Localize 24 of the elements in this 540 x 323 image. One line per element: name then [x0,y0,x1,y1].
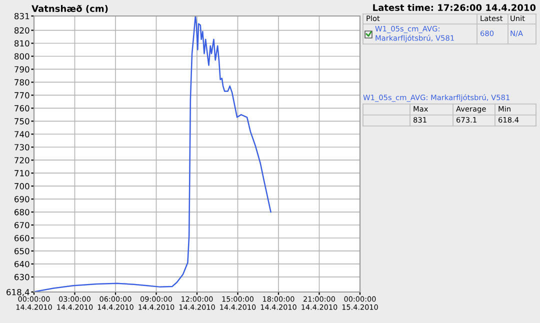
y-tick-label: 730 [14,144,30,150]
y-tick-label: 750 [14,118,30,124]
y-tick-label: 710 [14,170,30,176]
y-tick-label: 630 [14,274,30,280]
text: Latest time: 17:26:00 14.4.2010 [373,4,536,11]
y-tick-label: 770 [14,92,30,98]
y-tick-label: 650 [14,248,30,254]
y-tick-label: 680 [14,209,30,216]
y-tick-label: 800 [14,53,30,60]
y-tick-label: 760 [14,105,30,112]
y-tick-label: 820 [14,27,30,34]
y-tick-label: 618,4 [6,288,30,296]
y-tick-label: 660 [14,234,30,242]
y-tick-label: 670 [14,222,30,228]
y-tick-label: 640 [14,260,30,268]
y-tick-label: 790 [14,66,30,73]
y-tick-label: 831 [14,12,30,20]
y-tick-label: 700 [14,183,30,190]
y-tick-label: 720 [14,157,30,164]
y-tick-label: 690 [14,196,30,202]
y-axis-title: Vatnshæð (cm) [32,5,108,14]
y-tick-label: 740 [14,131,30,138]
y-tick-label: 810 [14,40,30,47]
y-tick-label: 780 [14,79,30,86]
